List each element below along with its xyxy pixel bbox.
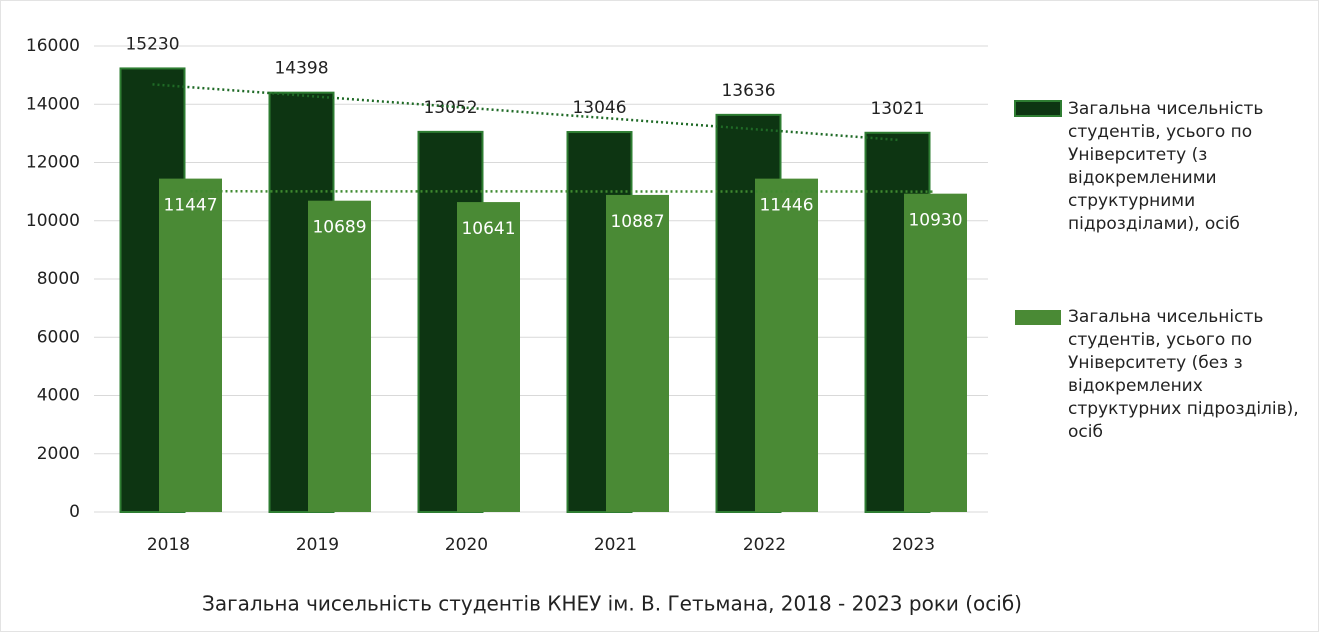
x-tick-label: 2018 (147, 535, 190, 555)
x-tick-label: 2019 (296, 535, 339, 555)
data-label: 15230 (125, 34, 179, 54)
bar (308, 200, 371, 513)
data-label: 11446 (759, 196, 813, 216)
data-label: 14398 (274, 59, 328, 79)
y-tick-label: 12000 (26, 153, 80, 173)
y-tick-label: 8000 (37, 269, 80, 289)
x-tick-label: 2020 (445, 535, 488, 555)
data-label: 11447 (163, 196, 217, 216)
y-tick-label: 16000 (26, 36, 80, 56)
y-tick-label: 0 (69, 502, 80, 522)
y-tick-label: 6000 (37, 327, 80, 347)
y-tick-label: 2000 (37, 444, 80, 464)
data-label: 13021 (870, 99, 924, 119)
y-tick-label: 4000 (37, 386, 80, 406)
bar (755, 178, 818, 512)
data-label: 10689 (312, 218, 366, 238)
data-label: 13636 (721, 81, 775, 101)
y-tick-label: 10000 (26, 211, 80, 231)
chart-title: Загальна чисельність студентів КНЕУ ім. … (202, 592, 1022, 616)
bar (457, 202, 520, 512)
x-tick-label: 2021 (594, 535, 637, 555)
data-label: 10641 (461, 219, 515, 239)
bar (159, 178, 222, 512)
legend-swatch (1014, 100, 1062, 117)
x-tick-label: 2023 (892, 535, 935, 555)
bar (606, 194, 669, 512)
legend-swatch (1015, 310, 1061, 325)
data-label: 10930 (908, 211, 962, 231)
legend-label: Загальна чисельність студентів, усього п… (1068, 99, 1264, 234)
data-label: 13052 (423, 98, 477, 118)
legend-label: Загальна чисельність студентів, усього п… (1068, 307, 1299, 442)
bar (904, 193, 967, 512)
x-tick-label: 2022 (743, 535, 786, 555)
data-label: 10887 (610, 212, 664, 232)
y-tick-label: 14000 (26, 94, 80, 114)
data-label: 13046 (572, 98, 626, 118)
